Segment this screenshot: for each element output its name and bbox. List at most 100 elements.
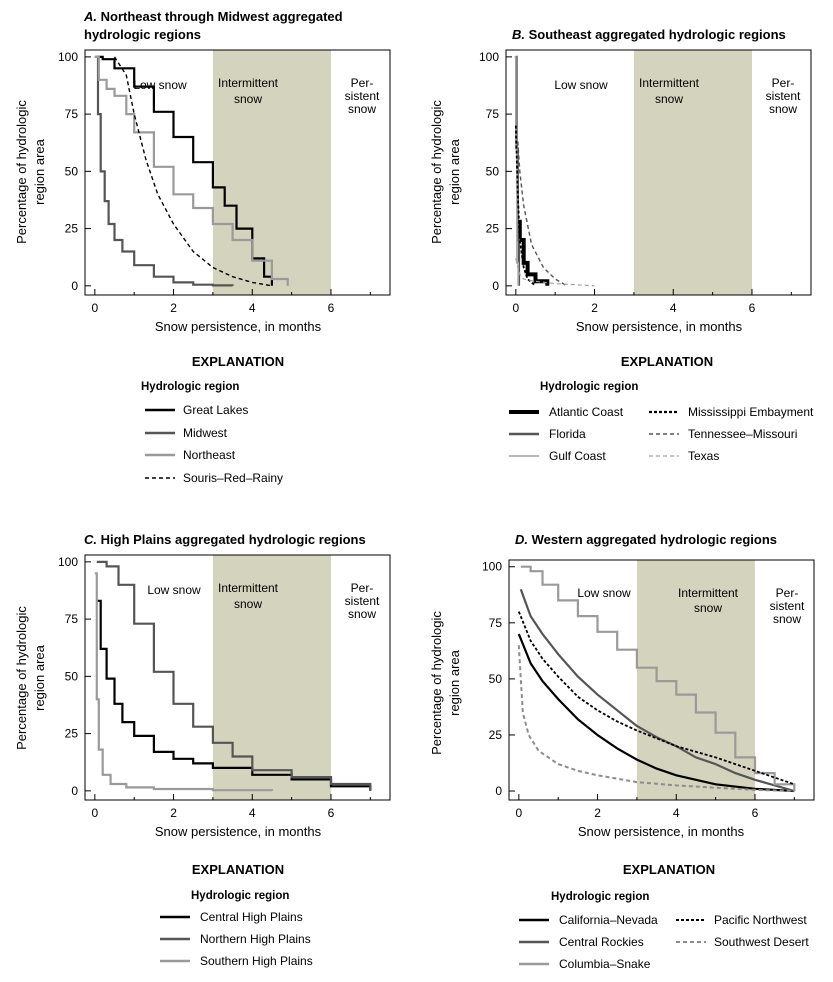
legend-label: Northeast xyxy=(183,448,236,462)
panel-d-legend-item-2: Columbia–Snake xyxy=(519,957,651,971)
series-line-columbia-snake xyxy=(520,565,796,791)
x-tick-label: 2 xyxy=(170,301,177,315)
x-tick-label: 6 xyxy=(752,806,759,820)
series-line-southwest-desert xyxy=(517,645,795,792)
y-axis-label-line1: Percentage of hydrologic xyxy=(429,611,444,755)
y-tick-label: 100 xyxy=(58,50,78,64)
panel-d-legend-item-0: California–Nevada xyxy=(519,913,658,927)
persistent-snow-label-3: snow xyxy=(348,102,376,116)
legend-label: Souris–Red–Rainy xyxy=(183,471,283,485)
panel-a-plot: Low snow Intermittent snow Per- sistent … xyxy=(58,49,391,315)
panel-b-title: B. Southeast aggregated hydrologic regio… xyxy=(512,27,786,42)
panel-a-x-axis-label: Snow persistence, in months xyxy=(155,319,322,334)
panel-d-legend-item-1: Central Rockies xyxy=(519,935,644,949)
y-tick-label: 75 xyxy=(65,107,79,121)
panel-c-ylabel: Percentage of hydrologic region area xyxy=(14,606,47,750)
legend-label: Florida xyxy=(549,427,586,441)
panel-d-explanation: EXPLANATION xyxy=(623,862,715,877)
panel-b-legend-item-0: Atlantic Coast xyxy=(509,405,624,419)
panel-b-legend-item-2: Gulf Coast xyxy=(509,449,606,463)
y-tick-label: 100 xyxy=(479,50,499,64)
y-tick-label: 25 xyxy=(486,222,500,236)
plot-frame xyxy=(84,49,391,296)
legend-label: California–Nevada xyxy=(559,913,658,927)
x-tick-label: 2 xyxy=(591,301,598,315)
panel-d: D. Western aggregated hydrologic regions… xyxy=(429,532,815,971)
persistent-snow-label-1: Per- xyxy=(776,586,799,600)
panel-a-legend-item-1: Midwest xyxy=(145,426,228,440)
panel-a-legend-title: Hydrologic region xyxy=(141,381,239,393)
x-tick-label: 6 xyxy=(749,301,756,315)
panel-b-legend-title: Hydrologic region xyxy=(540,381,638,393)
panel-a-ylabel: Percentage of hydrologic region area xyxy=(14,100,47,244)
panel-b-legend-item-3: Mississippi Embayment xyxy=(649,405,814,419)
x-tick-label: 0 xyxy=(91,301,98,315)
legend-label: Gulf Coast xyxy=(549,449,606,463)
y-axis-label-line1: Percentage of hydrologic xyxy=(14,606,29,750)
series-line-southern-high-plains xyxy=(94,572,273,792)
y-tick-label: 25 xyxy=(489,728,503,742)
series-line-california-nevada xyxy=(517,633,795,793)
legend-label: Northern High Plains xyxy=(200,932,311,946)
panel-b-legend-item-5: Texas xyxy=(649,449,719,463)
series-line-tennessee-missouri xyxy=(517,141,568,287)
intermittent-zone-band xyxy=(212,555,331,800)
axes-layer: 0 25 50 75 100 0 2 4 6 xyxy=(58,49,391,315)
intermittent-zone-band xyxy=(633,50,752,295)
x-tick-label: 6 xyxy=(328,806,335,820)
y-tick-label: 0 xyxy=(71,279,78,293)
panel-a-legend-item-0: Great Lakes xyxy=(145,403,248,417)
x-tick-label: 4 xyxy=(249,301,256,315)
series-layer xyxy=(517,565,796,793)
panel-d-ylabel: Percentage of hydrologic region area xyxy=(429,611,462,755)
persistent-snow-label-1: Per- xyxy=(772,76,795,90)
y-tick-label: 75 xyxy=(65,612,79,626)
panel-c-legend-item-1: Northern High Plains xyxy=(160,932,311,946)
panel-d-plot: Low snow Intermittent snow Per- sistent … xyxy=(482,559,815,820)
legend-label: Texas xyxy=(688,449,719,463)
intermittent-snow-label-2: snow xyxy=(234,92,262,106)
y-tick-label: 25 xyxy=(65,727,79,741)
series-line-pacific-northwest xyxy=(517,611,795,786)
plot-frame xyxy=(84,554,391,801)
plot-frame xyxy=(508,559,815,801)
y-tick-label: 50 xyxy=(486,164,500,178)
panel-b-x-axis-label: Snow persistence, in months xyxy=(576,319,743,334)
intermittent-snow-label-1: Intermittent xyxy=(218,581,279,595)
persistent-snow-label-3: snow xyxy=(769,102,797,116)
persistent-snow-label-3: snow xyxy=(773,612,801,626)
low-snow-label: Low snow xyxy=(554,78,608,92)
y-tick-label: 50 xyxy=(65,164,79,178)
panel-a: A. Northeast through Midwest aggregated … xyxy=(14,9,391,485)
persistent-snow-label-1: Per- xyxy=(351,76,374,90)
x-tick-label: 2 xyxy=(170,806,177,820)
panel-b-ylabel: Percentage of hydrologic region area xyxy=(429,100,462,244)
intermittent-snow-label-2: snow xyxy=(655,92,683,106)
y-tick-label: 50 xyxy=(489,672,503,686)
panel-d-x-axis-label: Snow persistence, in months xyxy=(578,824,745,839)
panel-b: B. Southeast aggregated hydrologic regio… xyxy=(429,27,814,463)
persistent-snow-label-2: sistent xyxy=(770,599,805,613)
panel-c-legend-item-2: Southern High Plains xyxy=(160,954,313,968)
panel-b-legend-item-4: Tennessee–Missouri xyxy=(649,427,797,441)
legend-label: Mississippi Embayment xyxy=(688,405,814,419)
panel-a-explanation: EXPLANATION xyxy=(192,354,284,369)
intermittent-zone-band xyxy=(212,50,331,295)
panel-d-legend-item-3: Pacific Northwest xyxy=(676,913,807,927)
x-tick-label: 4 xyxy=(670,301,677,315)
intermittent-snow-label-2: snow xyxy=(694,601,722,615)
series-line-northeast xyxy=(94,55,289,286)
x-tick-label: 2 xyxy=(594,806,601,820)
plot-frame xyxy=(505,49,812,296)
low-snow-label: Low snow xyxy=(147,583,201,597)
persistent-snow-label-2: sistent xyxy=(345,594,380,608)
y-tick-label: 75 xyxy=(489,616,503,630)
panel-c-x-axis-label: Snow persistence, in months xyxy=(155,824,322,839)
low-snow-label: Low snow xyxy=(577,586,631,600)
panel-b-explanation: EXPLANATION xyxy=(621,354,713,369)
panel-d-legend-item-4: Southwest Desert xyxy=(676,935,809,949)
panel-c-plot: Low snow Intermittent snow Per- sistent … xyxy=(58,554,391,820)
y-axis-label-line2: region area xyxy=(32,644,47,711)
panel-a-legend-item-2: Northeast xyxy=(145,448,236,462)
